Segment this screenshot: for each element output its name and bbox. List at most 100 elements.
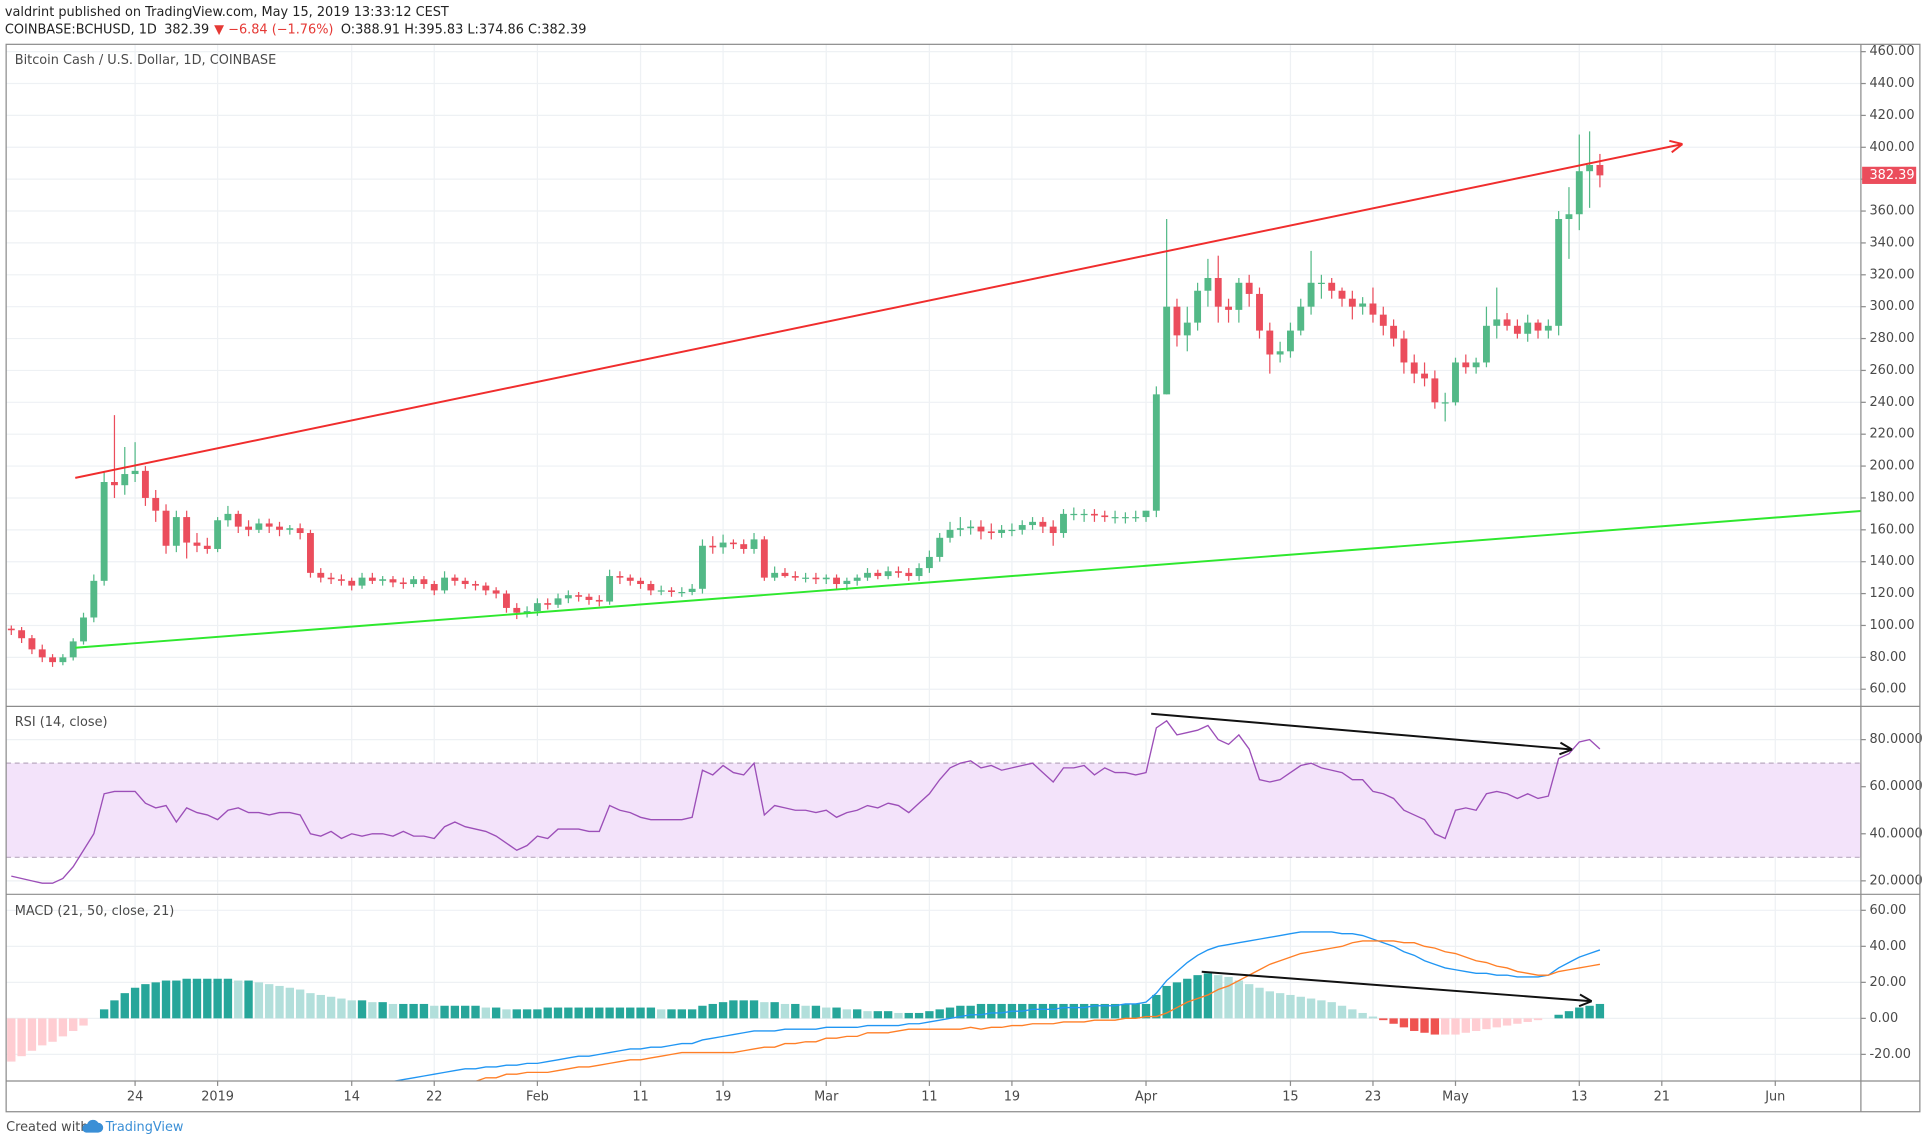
macd-histogram-bar <box>223 978 233 1019</box>
candle-body <box>1070 513 1078 516</box>
macd-histogram-bar <box>326 996 336 1019</box>
macd-histogram-bar <box>646 1007 656 1019</box>
y-tick-label: 60.00 <box>1869 903 1906 918</box>
candle-body <box>925 556 933 569</box>
macd-histogram-bar <box>1441 1018 1450 1035</box>
macd-histogram-bar <box>626 1007 635 1019</box>
macd-histogram-bar <box>347 1000 356 1019</box>
candle-body <box>554 598 562 605</box>
macd-histogram-bar <box>636 1007 645 1019</box>
macd-histogram-bar <box>1399 1018 1409 1028</box>
candle-body <box>28 638 36 650</box>
macd-histogram-bar <box>832 1007 841 1019</box>
candle-body <box>368 577 376 581</box>
trend-line <box>75 510 1861 649</box>
candle-body <box>1462 362 1470 368</box>
candle-body <box>998 529 1006 534</box>
frame-border <box>5 43 1921 1113</box>
y-tick-label: 460.00 <box>1869 44 1914 59</box>
candle-body <box>1132 517 1140 519</box>
macd-histogram-bar <box>687 1009 697 1019</box>
candle-body <box>1524 322 1532 334</box>
macd-histogram-bar <box>1265 991 1274 1019</box>
macd-histogram-bar <box>1451 1018 1460 1035</box>
candle-body <box>1204 277 1212 291</box>
last-price: 382.39 <box>164 22 209 37</box>
y-tick-label: 40.00 <box>1869 939 1906 954</box>
macd-line <box>391 931 1601 1082</box>
macd-histogram-bar <box>182 978 191 1019</box>
candle-body <box>348 580 356 586</box>
macd-histogram-bar <box>192 978 202 1019</box>
candle-body <box>905 572 913 577</box>
macd-histogram-bar <box>234 980 243 1019</box>
macd-histogram-bar <box>1492 1018 1501 1028</box>
macd-histogram-bar <box>17 1018 26 1057</box>
y-tick-label: 100.00 <box>1869 618 1914 633</box>
y-tick-label: 180.00 <box>1869 490 1914 505</box>
macd-histogram-bar <box>811 1005 821 1019</box>
y-tick-label: 0.00 <box>1869 1011 1898 1026</box>
macd-histogram-bar <box>708 1003 717 1019</box>
y-tick-label: 400.00 <box>1869 140 1914 155</box>
axes: 24 2019 14 22 Feb 11 19 Mar 11 19 Apr 15 23 May 13 21 Ju… <box>127 44 1923 1104</box>
candle-body <box>709 545 717 548</box>
macd-title: MACD (21, 50, close, 21) <box>15 904 175 919</box>
x-tick-label: 11 <box>632 1089 648 1104</box>
candle-body <box>853 577 861 581</box>
candle-body <box>915 568 923 577</box>
macd-histogram-bar <box>1327 1002 1336 1019</box>
candle-body <box>472 584 479 586</box>
chart-title: Bitcoin Cash / U.S. Dollar, 1D, COINBASE <box>15 53 277 68</box>
macd-histogram-bar <box>605 1007 614 1019</box>
candle-body <box>1586 164 1594 172</box>
macd-histogram-bar <box>409 1003 418 1019</box>
candle-body <box>678 591 686 594</box>
x-tick-label: Jun <box>1764 1089 1785 1104</box>
candle-body <box>884 571 892 577</box>
macd-histogram-bar <box>378 1002 387 1019</box>
candle-body <box>1101 515 1109 518</box>
macd-histogram-bar <box>1306 998 1316 1019</box>
candle-body <box>1379 314 1387 326</box>
candle-body <box>49 657 57 663</box>
x-tick-label: 22 <box>426 1089 442 1104</box>
candle-body <box>141 470 149 498</box>
macd-line <box>463 940 1601 1082</box>
y-tick-label: 320.00 <box>1869 267 1914 282</box>
candle-body <box>1080 513 1088 516</box>
macd-histogram-bar <box>440 1005 449 1019</box>
candle-body <box>38 649 46 658</box>
macd-histogram-bar <box>543 1007 552 1019</box>
candle-body <box>234 513 242 527</box>
candle-body <box>152 497 160 511</box>
brand-logo <box>82 1119 104 1133</box>
macd-histogram-bar <box>1471 1018 1481 1031</box>
candle-body <box>977 526 985 532</box>
macd-histogram-bar <box>1131 1003 1140 1019</box>
trend-line <box>1201 970 1592 1003</box>
x-tick-label: 23 <box>1365 1089 1381 1104</box>
candle-body <box>967 526 975 529</box>
macd-histogram-bar <box>419 1003 429 1019</box>
candle-body <box>1513 325 1521 334</box>
candle-body <box>503 593 510 608</box>
candle-body <box>1431 378 1439 403</box>
macd-histogram-bar <box>1141 1003 1151 1019</box>
candle-body <box>647 584 655 591</box>
candle-body <box>1534 322 1542 331</box>
candle-body <box>1359 303 1367 307</box>
rsi-pane <box>6 712 1861 884</box>
macd-histogram-bar <box>945 1007 955 1019</box>
trend-line <box>1151 712 1573 751</box>
candle-body <box>90 580 98 618</box>
candle-body <box>1297 306 1305 331</box>
macd-histogram-bar <box>141 984 150 1019</box>
candle-body <box>492 590 500 594</box>
y-tick-label: 340.00 <box>1869 235 1914 250</box>
candle-body <box>668 590 675 592</box>
macd-histogram-bar <box>7 1018 16 1062</box>
y-tick-label: 60.0000 <box>1869 779 1922 794</box>
